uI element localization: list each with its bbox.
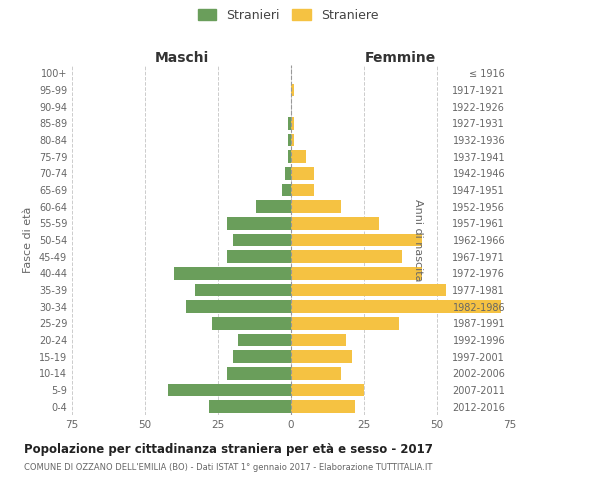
Bar — [233, 234, 291, 246]
Bar — [212, 317, 291, 330]
Bar — [209, 400, 291, 413]
Bar — [291, 267, 422, 280]
Bar — [288, 150, 291, 163]
Bar — [291, 300, 501, 313]
Text: COMUNE DI OZZANO DELL'EMILIA (BO) - Dati ISTAT 1° gennaio 2017 - Elaborazione TU: COMUNE DI OZZANO DELL'EMILIA (BO) - Dati… — [24, 462, 433, 471]
Bar — [291, 250, 402, 263]
Bar — [291, 234, 422, 246]
Bar — [285, 167, 291, 179]
Bar — [233, 350, 291, 363]
Text: Popolazione per cittadinanza straniera per età e sesso - 2017: Popolazione per cittadinanza straniera p… — [24, 442, 433, 456]
Bar — [291, 150, 305, 163]
Bar — [291, 167, 314, 179]
Bar — [291, 367, 341, 380]
Bar — [291, 134, 294, 146]
Bar — [291, 317, 399, 330]
Y-axis label: Fasce di età: Fasce di età — [23, 207, 33, 273]
Bar — [291, 284, 446, 296]
Legend: Stranieri, Straniere: Stranieri, Straniere — [197, 8, 379, 22]
Bar — [291, 384, 364, 396]
Bar — [291, 217, 379, 230]
Bar — [227, 217, 291, 230]
Text: Maschi: Maschi — [154, 51, 209, 65]
Bar — [288, 134, 291, 146]
Y-axis label: Anni di nascita: Anni di nascita — [413, 198, 424, 281]
Bar — [291, 184, 314, 196]
Bar — [291, 350, 352, 363]
Bar — [227, 367, 291, 380]
Bar — [288, 117, 291, 130]
Bar — [256, 200, 291, 213]
Bar — [186, 300, 291, 313]
Bar — [282, 184, 291, 196]
Bar — [291, 334, 346, 346]
Text: Femmine: Femmine — [365, 51, 436, 65]
Bar — [227, 250, 291, 263]
Bar — [291, 200, 341, 213]
Bar — [174, 267, 291, 280]
Bar — [238, 334, 291, 346]
Bar — [291, 84, 294, 96]
Bar — [291, 117, 294, 130]
Bar — [291, 400, 355, 413]
Bar — [169, 384, 291, 396]
Bar — [194, 284, 291, 296]
